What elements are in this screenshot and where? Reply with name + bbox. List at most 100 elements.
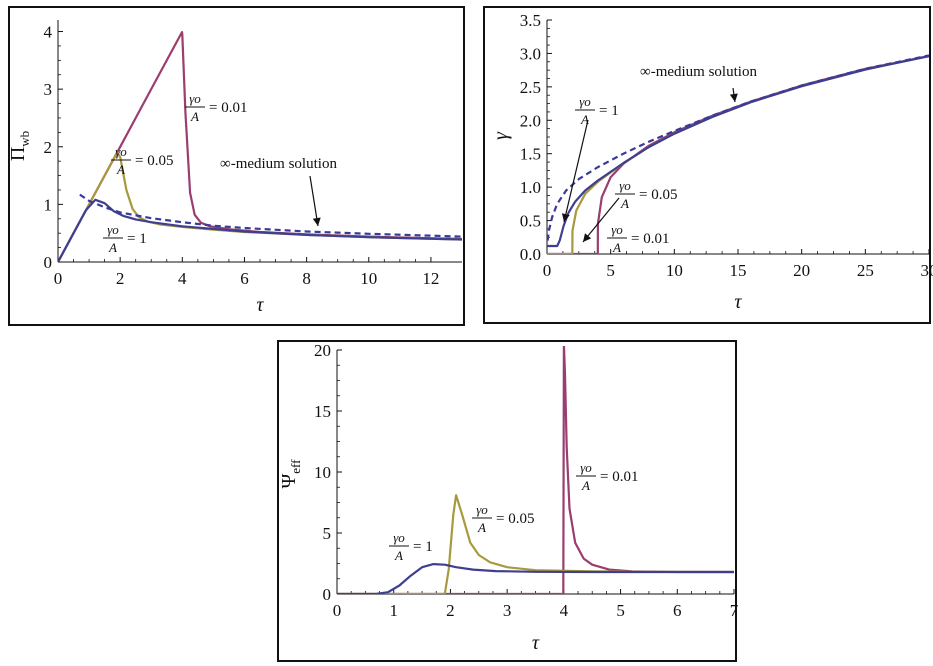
x-tick-label: 8 bbox=[302, 269, 311, 288]
x-axis-title: τ bbox=[256, 294, 264, 316]
series-line-blue bbox=[337, 563, 734, 594]
annotation-value: = 0.01 bbox=[631, 231, 669, 247]
x-tick-label: 5 bbox=[606, 261, 615, 280]
series-group bbox=[58, 31, 462, 262]
annotation-value: = 0.05 bbox=[496, 511, 534, 527]
series-group bbox=[547, 54, 929, 254]
x-tick-label: 0 bbox=[543, 261, 552, 280]
annotation-value: = 0.05 bbox=[639, 187, 677, 203]
x-tick-label: 1 bbox=[389, 601, 398, 620]
annotation-arrow-line bbox=[309, 175, 319, 227]
annotation-denominator: A bbox=[108, 240, 117, 255]
annotation-gamma-ratio: γo A = 1 bbox=[389, 530, 433, 563]
y-tick-label: 1.5 bbox=[520, 145, 541, 164]
x-tick-label: 30 bbox=[921, 261, 933, 280]
y-tick-label: 2.5 bbox=[520, 78, 541, 97]
x-tick-label: 0 bbox=[54, 269, 63, 288]
y-tick-label: 0 bbox=[44, 253, 53, 272]
annotation-numerator: γo bbox=[476, 502, 488, 517]
y-tick-label: 0.0 bbox=[520, 245, 541, 264]
y-tick-label: 3 bbox=[44, 80, 53, 99]
y-tick-label: 0.5 bbox=[520, 212, 541, 231]
y-tick-label: 3.5 bbox=[520, 11, 541, 30]
annotation-gamma-ratio: γo A = 0.05 bbox=[472, 502, 534, 535]
x-axis-title: τ bbox=[734, 291, 742, 313]
y-axis-title-main: γ bbox=[490, 131, 512, 140]
annotation-value: = 1 bbox=[413, 539, 433, 555]
annotation-gamma-ratio: γo A = 1 bbox=[103, 222, 147, 255]
annotation-value: = 1 bbox=[127, 231, 147, 247]
annotation-gamma-ratio: γo A = 0.05 bbox=[582, 178, 677, 243]
x-tick-label: 2 bbox=[446, 601, 455, 620]
annotation-arrow-line bbox=[563, 119, 589, 223]
y-tick-label: 10 bbox=[314, 463, 331, 482]
annotation-arrow-head bbox=[729, 93, 738, 102]
annotation-arrow-line bbox=[582, 197, 620, 243]
series-line-blue bbox=[547, 55, 929, 248]
annotation-numerator: γo bbox=[580, 460, 592, 475]
x-tick-label: 0 bbox=[333, 601, 342, 620]
annotation-medium-label: ∞-medium solution bbox=[220, 156, 337, 227]
annotation-numerator: γo bbox=[611, 222, 623, 237]
annotation-numerator: γo bbox=[107, 222, 119, 237]
annotation-denominator: A bbox=[580, 112, 589, 127]
y-tick-label: 3.0 bbox=[520, 44, 541, 63]
annotation-value: = 0.05 bbox=[135, 153, 173, 169]
annotation-numerator: γo bbox=[619, 178, 631, 193]
annotation-medium-label: ∞-medium solution bbox=[640, 64, 757, 103]
annotation-denominator: A bbox=[477, 520, 486, 535]
annotation-denominator: A bbox=[190, 109, 199, 124]
annotation-text: ∞-medium solution bbox=[640, 64, 757, 80]
y-tick-label: 2.0 bbox=[520, 111, 541, 130]
annotation-arrow-head bbox=[583, 233, 592, 242]
annotation-value: = 0.01 bbox=[600, 469, 638, 485]
x-tick-label: 6 bbox=[240, 269, 249, 288]
y-tick-label: 15 bbox=[314, 402, 331, 421]
x-axis-title: τ bbox=[532, 632, 540, 654]
x-tick-label: 12 bbox=[422, 269, 439, 288]
x-tick-label: 20 bbox=[793, 261, 810, 280]
y-tick-label: 1 bbox=[44, 195, 53, 214]
x-tick-label: 6 bbox=[673, 601, 682, 620]
annotation-arrow-head bbox=[561, 213, 570, 222]
annotation-numerator: γo bbox=[189, 91, 201, 106]
x-tick-label: 10 bbox=[360, 269, 377, 288]
annotation-numerator: γo bbox=[393, 530, 405, 545]
chart-svg-gamma: 0 5 10 15 20 25 30 0.0 0.5 1.0 1.5 2.0 2.5 3.0 3.5 τ γ γo… bbox=[490, 11, 933, 313]
x-tick-label: 5 bbox=[616, 601, 625, 620]
y-axis-title-main: Ψ bbox=[278, 473, 300, 488]
annotation-gamma-ratio: γo A = 0.01 bbox=[185, 91, 247, 124]
series-line-purple bbox=[547, 55, 929, 254]
x-tick-label: 25 bbox=[857, 261, 874, 280]
chart-panel-pi-wb: 0 2 4 6 8 10 12 0 1 2 3 4 τ Πwb γo A = 0.01 γo A = 0.05 γo A =… bbox=[7, 6, 465, 326]
series-line-gold bbox=[547, 55, 929, 254]
annotation-denominator: A bbox=[116, 162, 125, 177]
series-line-blue bbox=[58, 198, 462, 262]
annotation-value: = 1 bbox=[599, 103, 619, 119]
y-tick-label: 2 bbox=[44, 138, 53, 157]
chart-panel-gamma: 0 5 10 15 20 25 30 0.0 0.5 1.0 1.5 2.0 2.5 3.0 3.5 τ γ γo… bbox=[483, 6, 933, 324]
y-axis-title: γ bbox=[490, 131, 512, 140]
y-tick-label: 5 bbox=[323, 524, 332, 543]
y-tick-label: 4 bbox=[44, 23, 53, 42]
annotation-arrow-head bbox=[312, 217, 321, 226]
y-axis-title: Πwb bbox=[7, 131, 32, 161]
series-line-dashed bbox=[547, 54, 929, 241]
annotation-numerator: γo bbox=[579, 94, 591, 109]
annotation-denominator: A bbox=[394, 548, 403, 563]
chart-panel-psi-eff: 0 1 2 3 4 5 6 7 0 5 10 15 20 τ Ψeff γo A = 0.01 γo A = 0.05 γ… bbox=[277, 340, 739, 662]
y-tick-label: 0 bbox=[323, 585, 332, 604]
x-tick-label: 10 bbox=[666, 261, 683, 280]
series-group bbox=[337, 346, 734, 594]
annotation-value: = 0.01 bbox=[209, 100, 247, 116]
annotation-gamma-ratio: γo A = 0.01 bbox=[607, 222, 669, 255]
y-axis-title-subscript: wb bbox=[17, 131, 32, 147]
annotation-gamma-ratio: γo A = 1 bbox=[561, 94, 619, 223]
annotation-text: ∞-medium solution bbox=[220, 156, 337, 172]
annotation-denominator: A bbox=[620, 196, 629, 211]
annotation-gamma-ratio: γo A = 0.05 bbox=[111, 144, 173, 177]
x-tick-label: 4 bbox=[178, 269, 187, 288]
x-tick-label: 15 bbox=[730, 261, 747, 280]
